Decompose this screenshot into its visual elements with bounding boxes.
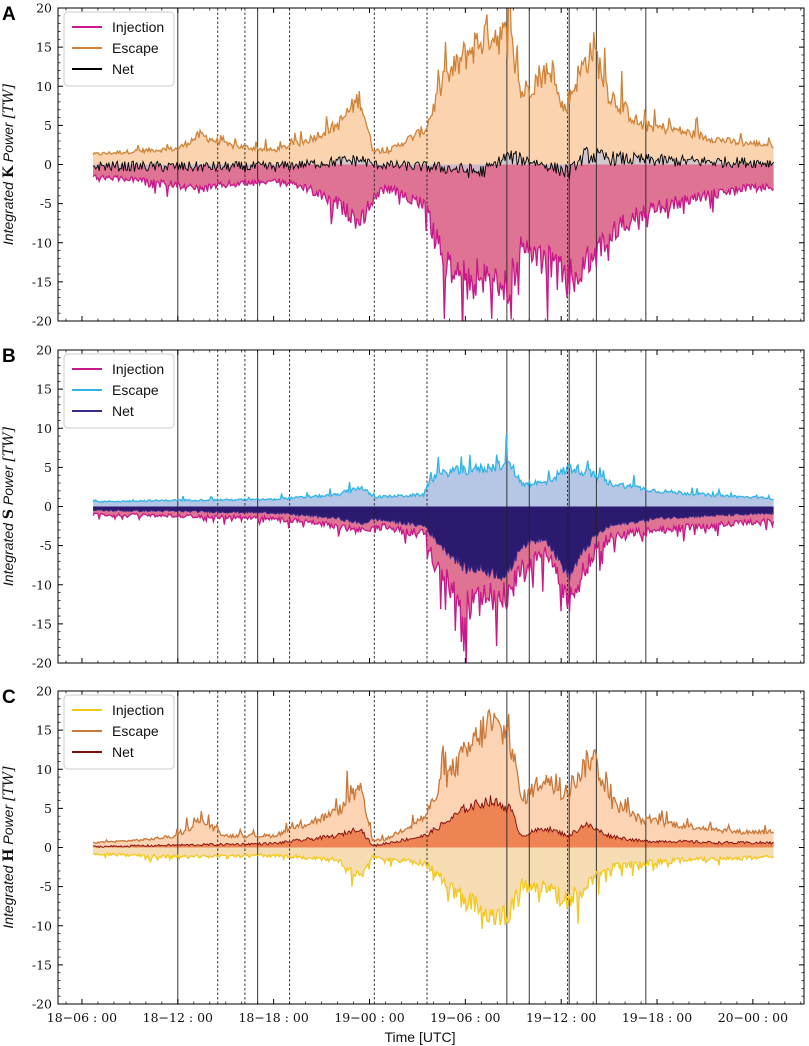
y-tick-label: 15 (36, 382, 52, 397)
y-tick-label: -10 (32, 235, 52, 250)
legend-label: Net (112, 744, 134, 760)
legend-label: Injection (112, 702, 164, 718)
plot-area-b (92, 350, 775, 663)
legend-label: Injection (112, 19, 164, 35)
y-axis-label-part: [TW] (1, 766, 17, 801)
y-tick-label: 15 (36, 40, 52, 55)
plot-area-a (92, 8, 774, 321)
net-area (93, 506, 774, 582)
x-tick-label: 18−06 : 00 (47, 1010, 117, 1025)
x-tick-label: 18−12 : 00 (143, 1010, 213, 1025)
y-tick-label: -5 (40, 196, 52, 211)
y-axis-label-part: Integrated (0, 178, 16, 245)
y-axis-label-part: H (1, 848, 17, 861)
y-tick-label: 20 (36, 684, 52, 699)
legend: Injection Escape Net (63, 694, 175, 770)
y-axis-label-part: Integrated (0, 519, 16, 586)
y-tick-label: -20 (32, 997, 52, 1012)
net-line (93, 795, 774, 849)
y-tick-label: 5 (44, 118, 52, 133)
legend-label: Escape (112, 382, 159, 398)
escape-line (92, 8, 774, 156)
legend: Injection Escape Net (63, 11, 175, 87)
y-axis-label: Integrated S Power [TW] (0, 426, 17, 586)
y-tick-label: -15 (32, 274, 52, 289)
y-axis-label-part: [TW] (1, 426, 17, 461)
y-tick-label: 5 (44, 801, 52, 816)
legend-label: Net (112, 61, 134, 77)
panel-b: -20 -15 -10 -5 0 5 10 15 20 B Integrated S Power [… (0, 343, 805, 671)
y-tick-label: -10 (32, 918, 52, 933)
y-tick-label: 0 (44, 157, 52, 172)
escape-area (93, 710, 774, 848)
y-tick-label: 15 (36, 723, 52, 738)
x-tick-label: 18−18 : 00 (238, 1010, 308, 1025)
x-tick-label: 19−06 : 00 (430, 1010, 500, 1025)
y-tick-label: 20 (36, 343, 52, 358)
panel-label: A (2, 4, 16, 25)
y-tick-label: -20 (32, 656, 52, 671)
y-axis-label-part: Power (0, 462, 16, 509)
panel-c: -20 -15 -10 -5 0 5 10 15 20 18−06 : 00 18−12 : 00 1… (0, 684, 805, 1025)
y-axis-label: Integrated K Power [TW] (0, 83, 17, 245)
y-axis-label-part: Power (0, 801, 16, 848)
injection-line (92, 512, 775, 663)
escape-line (92, 434, 774, 503)
net-line (93, 146, 774, 181)
y-tick-label: 0 (44, 499, 52, 514)
y-tick-label: 10 (36, 79, 52, 94)
injection-line (93, 852, 775, 929)
legend-label: Injection (112, 361, 164, 377)
y-axis-label-part: Integrated (0, 862, 16, 929)
injection-line (92, 174, 774, 321)
panel-label: C (2, 687, 16, 708)
y-tick-label: -5 (40, 538, 52, 553)
x-axis-label: Time [UTC] (384, 1029, 455, 1045)
y-tick-label: -10 (32, 577, 52, 592)
legend-box (63, 353, 175, 429)
y-axis-label: Integrated H Power [TW] (0, 766, 17, 929)
injection-area (93, 847, 774, 929)
net-line (93, 509, 774, 582)
legend-label: Escape (112, 40, 159, 56)
legend: Injection Escape Net (63, 353, 175, 429)
legend-box (63, 11, 175, 87)
y-axis-label-part: K (1, 165, 17, 178)
x-tick-label: 19−00 : 00 (334, 1010, 404, 1025)
legend-label: Escape (112, 723, 159, 739)
x-tick-label: 20−00 : 00 (718, 1010, 788, 1025)
y-tick-label: 20 (36, 1, 52, 16)
y-tick-label: 5 (44, 460, 52, 475)
y-axis-label-part: [TW] (1, 83, 17, 118)
escape-area (93, 8, 774, 165)
y-tick-label: -5 (40, 879, 52, 894)
escape-area (93, 434, 774, 507)
y-axis-label-part: Power (0, 119, 16, 166)
panel-a: -20 -15 -10 -5 0 5 10 15 20 A Integrated K Power [… (0, 1, 805, 329)
y-tick-label: 10 (36, 762, 52, 777)
injection-area (93, 164, 774, 321)
y-tick-label: 10 (36, 421, 52, 436)
y-axis-label-part: S (1, 509, 17, 519)
x-tick-label: 19−12 : 00 (526, 1010, 596, 1025)
y-tick-label: -15 (32, 616, 52, 631)
escape-line (92, 708, 774, 844)
panel-label: B (2, 346, 16, 367)
x-tick-label: 19−18 : 00 (622, 1010, 692, 1025)
y-tick-label: -15 (32, 957, 52, 972)
y-tick-label: -20 (32, 314, 52, 329)
plot-area-c (92, 691, 775, 1004)
legend-box (63, 694, 175, 770)
y-tick-label: 0 (44, 840, 52, 855)
legend-label: Net (112, 403, 134, 419)
